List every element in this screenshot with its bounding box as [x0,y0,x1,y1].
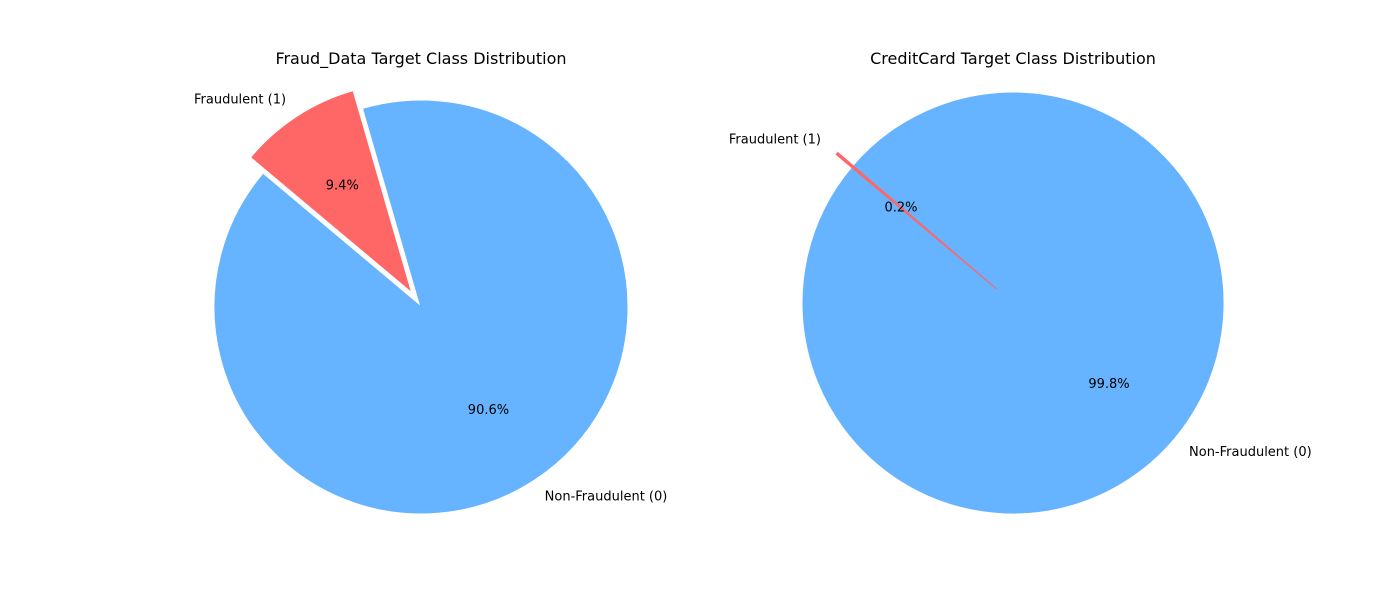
slice-label-non-fraudulent-0: Non-Fraudulent (0) [545,489,668,504]
pct-label-non-fraudulent-0: 99.8% [1088,377,1129,392]
pie-slice-non-fraudulent-0 [214,100,628,514]
pct-label-fraudulent-1: 0.2% [884,200,917,215]
slice-label-fraudulent-1: Fraudulent (1) [729,132,821,147]
pct-label-non-fraudulent-0: 90.6% [468,403,509,418]
chart-title-fraud-data: Fraud_Data Target Class Distribution [275,49,566,69]
pie-slice-fraudulent-1 [835,151,998,290]
pie-slice-non-fraudulent-0 [802,92,1224,514]
slice-label-non-fraudulent-0: Non-Fraudulent (0) [1189,445,1312,460]
pct-label-fraudulent-1: 9.4% [326,179,359,194]
creditcard-pie-chart: 99.8% Non-Fraudulent (0) 0.2% Fraudulent (1… [729,49,1312,514]
slice-label-fraudulent-1: Fraudulent (1) [194,92,286,107]
pie-slice-fraudulent-1 [251,91,411,292]
chart-title-creditcard: CreditCard Target Class Distribution [870,49,1156,68]
fraud-data-pie-chart: 90.6% Non-Fraudulent (0) 9.4% Fraudulent (1… [194,49,668,514]
